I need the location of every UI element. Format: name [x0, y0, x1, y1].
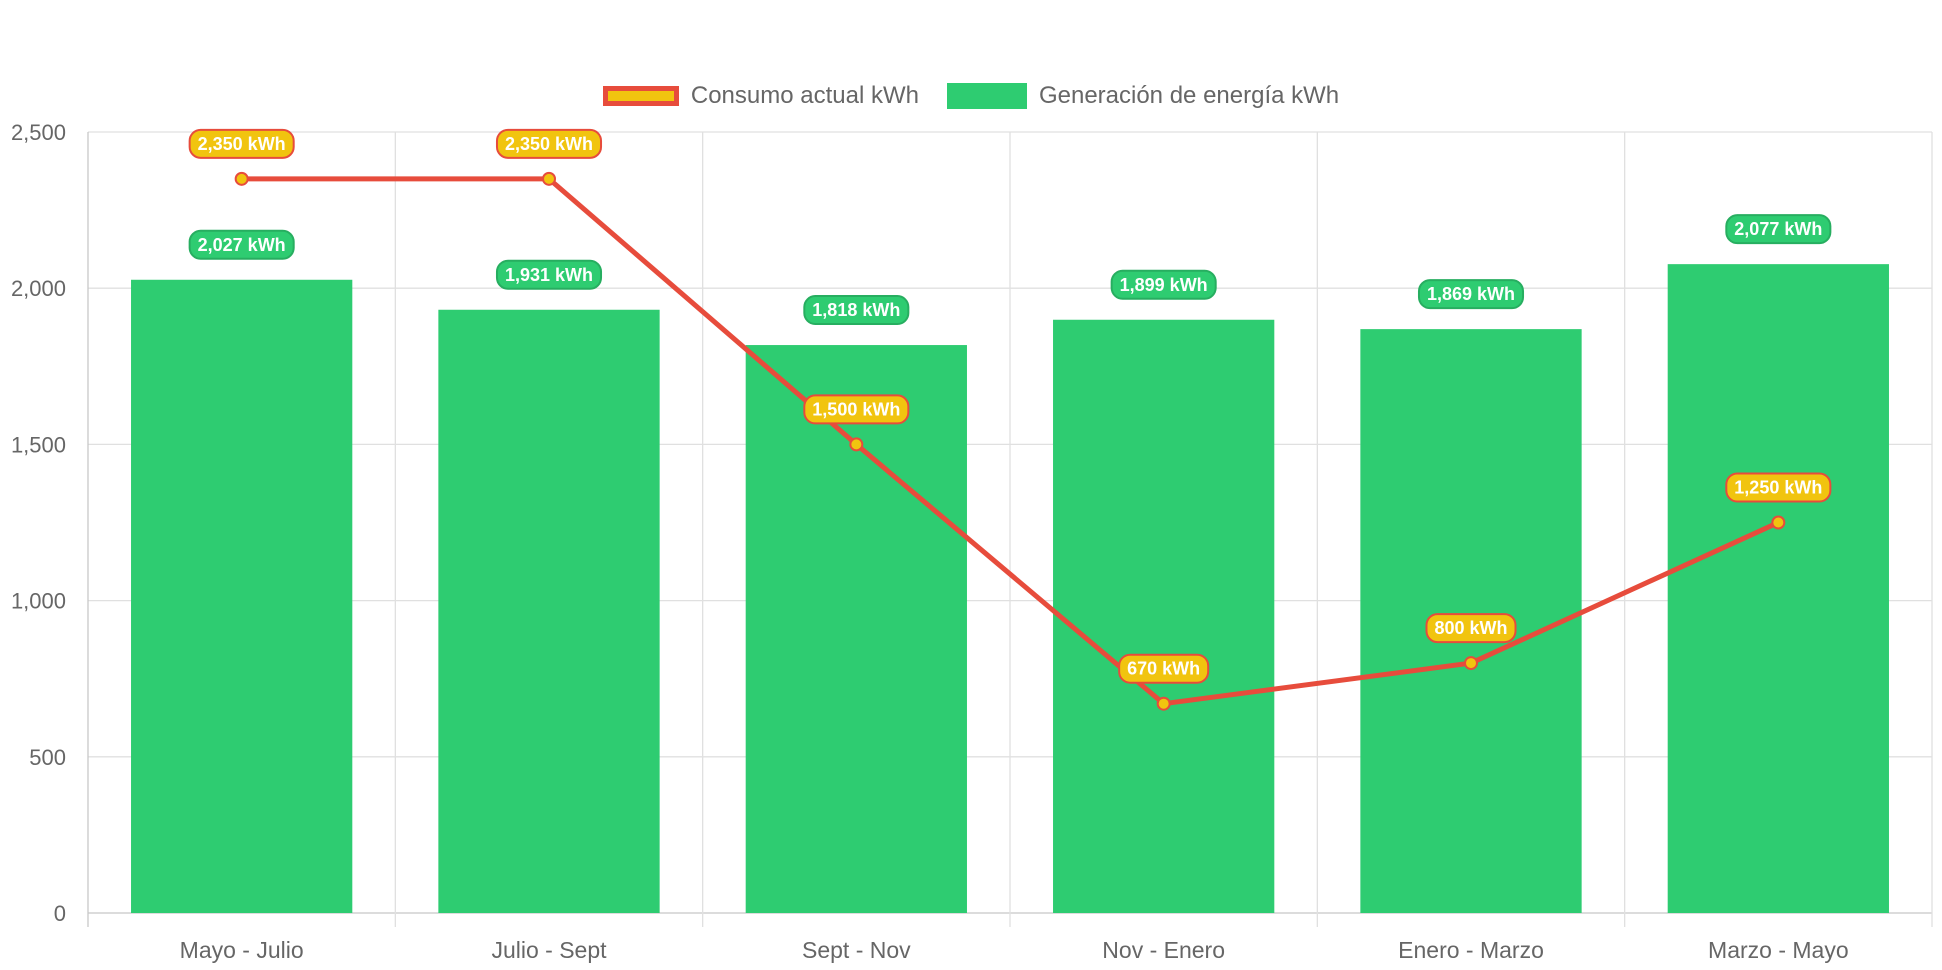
data-label-text: 2,027 kWh: [198, 235, 286, 255]
data-label-text: 1,818 kWh: [812, 300, 900, 320]
data-label-text: 1,869 kWh: [1427, 284, 1515, 304]
series-line-consumo: [241, 176, 1780, 707]
line-point: [542, 171, 556, 186]
data-label-text: 1,931 kWh: [505, 265, 593, 285]
data-label: 2,350 kWh: [188, 128, 295, 159]
x-tick-label: Sept - Nov: [802, 937, 911, 963]
data-label: 2,350 kWh: [495, 128, 603, 159]
line-point: [1464, 656, 1478, 671]
line-point: [1771, 515, 1786, 530]
data-label: 1,250 kWh: [1725, 472, 1832, 503]
bar: [745, 345, 967, 914]
data-label: 2,027 kWh: [188, 229, 295, 260]
y-axis-ticks: 0 500 1,000 1,500 2,000 2,500: [11, 120, 66, 926]
y-tick-label: 2,000: [11, 276, 66, 301]
bar: [131, 279, 353, 913]
x-tick-label: Nov - Enero: [1102, 937, 1225, 963]
bar-series-generacion: [131, 264, 1889, 914]
x-tick-label: Marzo - Mayo: [1708, 937, 1849, 963]
data-label-text: 670 kWh: [1127, 659, 1200, 679]
legend-swatch-consumo: [602, 86, 679, 106]
data-label: 1,931 kWh: [495, 259, 603, 290]
y-tick-label: 500: [29, 745, 66, 770]
data-label: 1,899 kWh: [1110, 269, 1217, 300]
data-label: 670 kWh: [1118, 653, 1210, 684]
legend-item-generacion[interactable]: Generación de energía kWh: [946, 82, 1340, 110]
data-label-text: 800 kWh: [1434, 618, 1507, 638]
data-label-text: 1,500 kWh: [812, 399, 900, 419]
data-label-text: 1,899 kWh: [1120, 275, 1208, 295]
legend-item-consumo[interactable]: Consumo actual kWh: [602, 82, 919, 110]
y-tick-label: 1,000: [11, 589, 66, 614]
bar: [1053, 319, 1275, 913]
data-label: 1,500 kWh: [803, 394, 910, 425]
data-label: 1,818 kWh: [803, 295, 910, 326]
line-point: [849, 437, 864, 452]
legend-label-consumo: Consumo actual kWh: [690, 82, 919, 109]
line-point: [1156, 696, 1171, 711]
grid-lines: [87, 131, 1933, 927]
chart-legend: Consumo actual kWh Generación de energía…: [0, 82, 1942, 110]
data-label-text: 2,350 kWh: [198, 134, 286, 154]
legend-label-generacion: Generación de energía kWh: [1038, 82, 1340, 109]
bar: [438, 309, 660, 913]
line-point: [234, 171, 249, 186]
y-tick-label: 2,500: [11, 120, 66, 145]
line-series-consumo: [234, 171, 1786, 711]
y-tick-label: 1,500: [11, 432, 66, 457]
legend-swatch-generacion: [946, 83, 1027, 109]
bar: [1667, 264, 1889, 913]
data-labels: 2,027 kWh 1,931 kWh 1,818 kWh 1,899 kWh 1,86…: [188, 128, 1832, 684]
x-tick-label: Mayo - Julio: [180, 937, 304, 963]
y-tick-label: 0: [54, 901, 66, 926]
data-label-text: 2,350 kWh: [505, 134, 593, 154]
data-label-text: 2,077 kWh: [1734, 219, 1822, 239]
data-label: 1,869 kWh: [1417, 279, 1525, 310]
data-label: 800 kWh: [1425, 613, 1517, 644]
x-axis-ticks: Mayo - Julio Julio - Sept Sept - Nov Nov - …: [180, 937, 1849, 963]
data-label: 2,077 kWh: [1725, 214, 1832, 245]
x-tick-label: Julio - Sept: [491, 937, 607, 963]
x-tick-label: Enero - Marzo: [1398, 937, 1544, 963]
data-label-text: 1,250 kWh: [1734, 478, 1822, 498]
